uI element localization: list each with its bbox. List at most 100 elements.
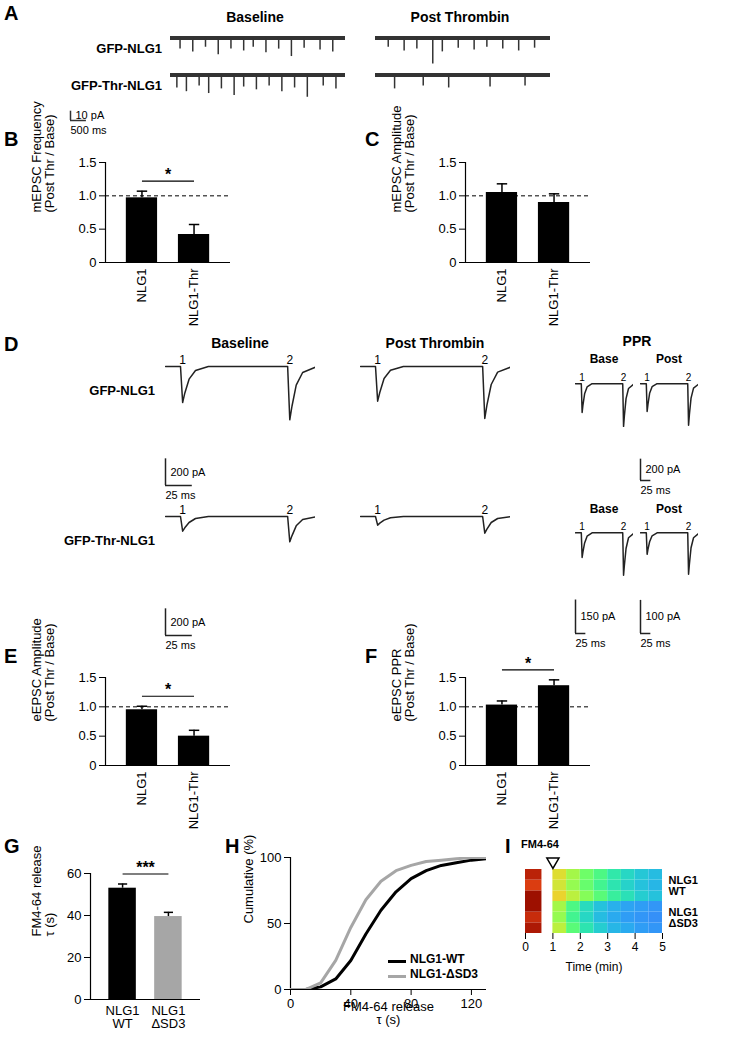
svg-text:NLG1WT: NLG1WT xyxy=(669,874,698,897)
svg-text:0: 0 xyxy=(89,255,96,270)
svg-text:25 ms: 25 ms xyxy=(166,489,196,501)
svg-text:Time (min): Time (min) xyxy=(566,960,623,974)
html-text:GFP-NLG1: GFP-NLG1 xyxy=(89,383,155,398)
svg-text:1: 1 xyxy=(179,503,186,517)
svg-text:*: * xyxy=(165,166,172,183)
svg-text:NLG1: NLG1 xyxy=(134,772,149,806)
html-text:Post: Post xyxy=(656,352,682,366)
svg-text:mEPSC Frequency(Post Thr / Bas: mEPSC Frequency(Post Thr / Base) xyxy=(29,101,57,213)
svg-text:0: 0 xyxy=(522,940,529,954)
svg-text:0.5: 0.5 xyxy=(438,221,456,236)
html-text:Post Thrombin: Post Thrombin xyxy=(410,9,510,25)
svg-text:20: 20 xyxy=(67,950,81,965)
svg-text:1: 1 xyxy=(579,372,585,383)
svg-text:0: 0 xyxy=(287,996,294,1011)
svg-text:200 pA: 200 pA xyxy=(171,466,207,478)
svg-text:2: 2 xyxy=(686,521,692,532)
svg-text:NLG1: NLG1 xyxy=(134,269,149,303)
svg-text:200 pA: 200 pA xyxy=(171,616,207,628)
html-text:Post Thrombin: Post Thrombin xyxy=(385,335,485,351)
svg-text:4: 4 xyxy=(632,940,639,954)
svg-text:0: 0 xyxy=(449,255,456,270)
svg-text:0: 0 xyxy=(274,982,281,997)
svg-text:200 pA: 200 pA xyxy=(646,463,682,475)
svg-text:2: 2 xyxy=(286,353,293,367)
svg-text:5: 5 xyxy=(659,940,666,954)
html-text:Baseline: Baseline xyxy=(211,335,269,351)
svg-text:FM4-64 releaseτ (s): FM4-64 releaseτ (s) xyxy=(29,845,57,936)
svg-text:25 ms: 25 ms xyxy=(576,637,606,649)
svg-text:0: 0 xyxy=(74,992,81,1007)
svg-text:0.5: 0.5 xyxy=(438,728,456,743)
html-text:G: G xyxy=(4,835,20,857)
html-text:GFP-Thr-NLG1: GFP-Thr-NLG1 xyxy=(71,78,162,93)
svg-text:1: 1 xyxy=(179,353,186,367)
svg-text:NLG1ΔSD3: NLG1ΔSD3 xyxy=(151,1003,185,1031)
svg-text:NLG1ΔSD3: NLG1ΔSD3 xyxy=(669,906,698,929)
html-text:PPR: PPR xyxy=(622,333,652,349)
svg-text:2: 2 xyxy=(481,503,488,517)
svg-text:*: * xyxy=(165,681,172,698)
svg-text:2: 2 xyxy=(686,372,692,383)
svg-text:1.0: 1.0 xyxy=(78,699,96,714)
svg-text:60: 60 xyxy=(67,866,81,881)
svg-text:FM4-64 releaseτ (s): FM4-64 releaseτ (s) xyxy=(343,999,434,1027)
svg-text:1: 1 xyxy=(644,521,650,532)
svg-text:***: *** xyxy=(136,859,155,876)
svg-text:2: 2 xyxy=(577,940,584,954)
svg-text:NLG1WT: NLG1WT xyxy=(106,1003,140,1031)
svg-text:120: 120 xyxy=(461,996,483,1011)
svg-text:1.0: 1.0 xyxy=(438,699,456,714)
svg-text:2: 2 xyxy=(481,353,488,367)
html-text:Baseline: Baseline xyxy=(226,9,284,25)
svg-text:1.0: 1.0 xyxy=(438,188,456,203)
svg-text:Cumulative (%): Cumulative (%) xyxy=(241,835,256,924)
svg-text:40: 40 xyxy=(67,908,81,923)
svg-text:NLG1-Thr: NLG1-Thr xyxy=(546,771,561,829)
svg-text:1.5: 1.5 xyxy=(78,670,96,685)
svg-text:1.0: 1.0 xyxy=(78,188,96,203)
svg-text:500 ms: 500 ms xyxy=(71,124,108,136)
svg-text:1: 1 xyxy=(644,372,650,383)
svg-text:25 ms: 25 ms xyxy=(166,639,196,651)
html-text:D: D xyxy=(4,333,19,355)
svg-text:10 pA: 10 pA xyxy=(76,109,105,121)
svg-text:25 ms: 25 ms xyxy=(641,637,671,649)
svg-text:2: 2 xyxy=(621,372,627,383)
svg-text:0.5: 0.5 xyxy=(78,221,96,236)
svg-text:100: 100 xyxy=(260,850,282,865)
svg-text:25 ms: 25 ms xyxy=(641,484,671,496)
svg-text:1: 1 xyxy=(374,353,381,367)
svg-text:mEPSC Amplitude(Post Thr / Bas: mEPSC Amplitude(Post Thr / Base) xyxy=(389,106,417,213)
svg-text:50: 50 xyxy=(267,916,281,931)
svg-text:NLG1-Thr: NLG1-Thr xyxy=(186,771,201,829)
svg-text:eEPSC Amplitude(Post Thr / Bas: eEPSC Amplitude(Post Thr / Base) xyxy=(29,618,57,721)
html-text:Base: Base xyxy=(589,352,619,366)
svg-text:150 pA: 150 pA xyxy=(581,610,617,622)
svg-text:1: 1 xyxy=(550,940,557,954)
html-text:C: C xyxy=(365,128,380,150)
svg-text:0: 0 xyxy=(89,758,96,773)
svg-text:2: 2 xyxy=(286,503,293,517)
svg-text:1.5: 1.5 xyxy=(78,155,96,170)
svg-text:eEPSC PPR(Post Thr / Base): eEPSC PPR(Post Thr / Base) xyxy=(389,623,417,721)
svg-text:NLG1-Thr: NLG1-Thr xyxy=(546,268,561,326)
svg-text:NLG1: NLG1 xyxy=(494,269,509,303)
svg-text:1: 1 xyxy=(579,521,585,532)
svg-text:NLG1: NLG1 xyxy=(494,772,509,806)
svg-text:0: 0 xyxy=(449,758,456,773)
svg-text:1.5: 1.5 xyxy=(438,155,456,170)
svg-text:NLG1-Thr: NLG1-Thr xyxy=(186,268,201,326)
svg-text:1: 1 xyxy=(374,503,381,517)
svg-text:0.5: 0.5 xyxy=(78,728,96,743)
html-text:GFP-NLG1: GFP-NLG1 xyxy=(96,41,162,56)
svg-text:100 pA: 100 pA xyxy=(646,610,682,622)
svg-text:1.5: 1.5 xyxy=(438,670,456,685)
svg-text:3: 3 xyxy=(604,940,611,954)
svg-text:*: * xyxy=(525,655,532,672)
html-text:B: B xyxy=(4,128,19,150)
html-text:A: A xyxy=(4,2,19,24)
svg-text:2: 2 xyxy=(621,521,627,532)
html-text:H: H xyxy=(225,835,240,857)
html-text:GFP-Thr-NLG1: GFP-Thr-NLG1 xyxy=(64,533,155,548)
